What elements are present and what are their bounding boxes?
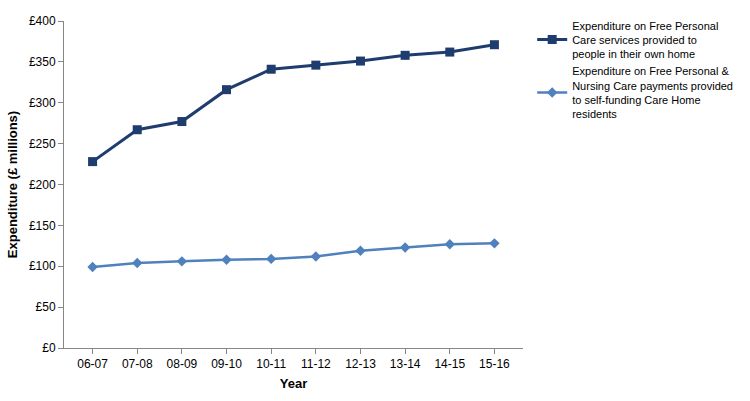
svg-text:£400: £400 [29,14,56,28]
svg-text:£350: £350 [29,55,56,69]
svg-text:Year: Year [280,376,307,391]
svg-text:£0: £0 [42,341,56,355]
svg-text:£200: £200 [29,178,56,192]
svg-text:£150: £150 [29,219,56,233]
svg-text:£250: £250 [29,137,56,151]
svg-text:09-10: 09-10 [211,357,242,371]
svg-text:Expenditure (£ millions): Expenditure (£ millions) [5,111,20,258]
svg-text:10-11: 10-11 [256,357,286,371]
svg-text:Expenditure on Free PersonalCa: Expenditure on Free PersonalCare service… [572,19,718,60]
svg-text:08-09: 08-09 [167,357,198,371]
svg-text:13-14: 13-14 [390,357,421,371]
svg-text:£50: £50 [36,300,56,314]
svg-text:12-13: 12-13 [345,357,376,371]
svg-text:£300: £300 [29,96,56,110]
svg-text:£100: £100 [29,259,56,273]
svg-text:Expenditure on Free Personal &: Expenditure on Free Personal &Nursing Ca… [572,65,733,120]
svg-text:11-12: 11-12 [301,357,331,371]
svg-text:06-07: 06-07 [77,357,108,371]
svg-text:15-16: 15-16 [479,357,510,371]
svg-text:14-15: 14-15 [434,357,465,371]
svg-text:07-08: 07-08 [122,357,153,371]
